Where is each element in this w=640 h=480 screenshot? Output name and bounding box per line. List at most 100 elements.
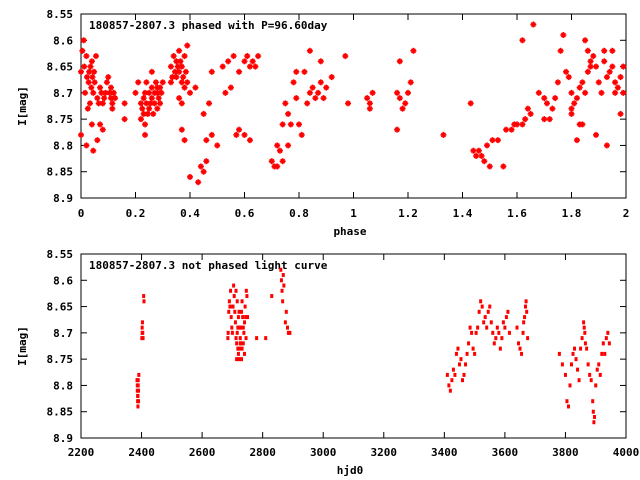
phased-panel: 180857-2807.3 phased with P=96.60day pha… [16,8,629,238]
data-point [137,399,141,404]
data-point [552,95,559,102]
data-point [576,121,583,128]
data-point [514,121,520,128]
data-point [594,383,598,388]
data-point [103,79,110,86]
data-point [565,74,572,81]
data-point [187,173,193,180]
data-point [410,47,417,54]
data-point [94,137,101,144]
data-point [280,288,284,293]
data-point [306,47,313,54]
data-point [228,304,232,309]
data-point [293,95,300,102]
phased-y-tick-label: 8.85 [47,166,74,179]
unphased-y-tick-label: 8.85 [47,406,74,419]
data-point [306,89,313,96]
data-point [246,63,253,70]
data-point [523,315,527,320]
data-point [598,372,602,377]
data-point [152,79,159,86]
data-point [585,346,589,351]
data-point [504,315,508,320]
data-point [366,105,373,112]
data-point [563,372,567,377]
data-point [225,58,232,65]
data-point [527,110,534,117]
data-point [249,58,256,65]
data-point [150,110,157,117]
data-point [155,95,162,102]
unphased-x-tick-label: 2800 [249,446,276,459]
data-point [462,372,466,377]
data-point [264,336,268,341]
data-point [587,63,594,70]
data-point [524,299,528,304]
data-point [580,336,584,341]
data-point [276,147,283,154]
data-point [614,84,621,91]
data-point [612,79,619,86]
data-point [200,110,207,117]
data-point [606,68,613,75]
data-point [484,142,491,149]
data-point [231,304,235,309]
data-point [503,325,507,330]
data-point [620,89,627,96]
data-point [394,89,401,96]
phased-x-tick-label: 0.8 [289,207,309,220]
data-point [246,315,250,320]
data-point [473,152,480,159]
data-point [481,158,488,165]
data-point [478,152,485,159]
data-point [574,357,578,362]
data-point [470,147,477,154]
data-point [304,100,311,107]
data-point [440,131,447,138]
phased-x-tick-label: 0.6 [235,207,255,220]
data-point [90,89,97,96]
data-point [557,351,561,356]
data-point [91,68,98,75]
data-point [312,95,319,102]
data-point [157,84,164,91]
data-point [597,362,601,367]
data-point [541,95,548,102]
data-point [489,320,493,325]
data-point [234,288,238,293]
data-point [226,330,230,335]
data-point [285,110,292,117]
data-point [230,325,234,330]
data-point [288,330,292,335]
data-point [402,100,409,107]
data-point [287,121,294,128]
data-point [456,346,460,351]
unphased-x-tick-label: 4000 [613,446,640,459]
data-point [219,63,226,70]
data-point [178,79,185,86]
data-point [568,89,575,96]
data-point [506,309,510,314]
data-point [451,367,455,372]
data-point [588,372,592,377]
data-point [136,378,140,383]
data-point [99,100,106,107]
data-point [176,68,183,75]
data-point [232,294,236,299]
data-point [121,116,128,123]
data-point [281,299,285,304]
data-point [81,63,88,70]
data-point [141,336,145,341]
phased-y-tick-label: 8.8 [53,139,73,152]
unphased-x-tick-label: 2400 [128,446,155,459]
data-point [519,121,526,128]
data-point [144,110,151,117]
data-point [91,79,98,86]
data-point [206,100,213,107]
data-point [159,79,166,86]
data-point [135,79,142,86]
data-point [244,53,251,60]
data-point [140,320,144,325]
data-point [241,325,245,330]
data-point [148,68,155,75]
